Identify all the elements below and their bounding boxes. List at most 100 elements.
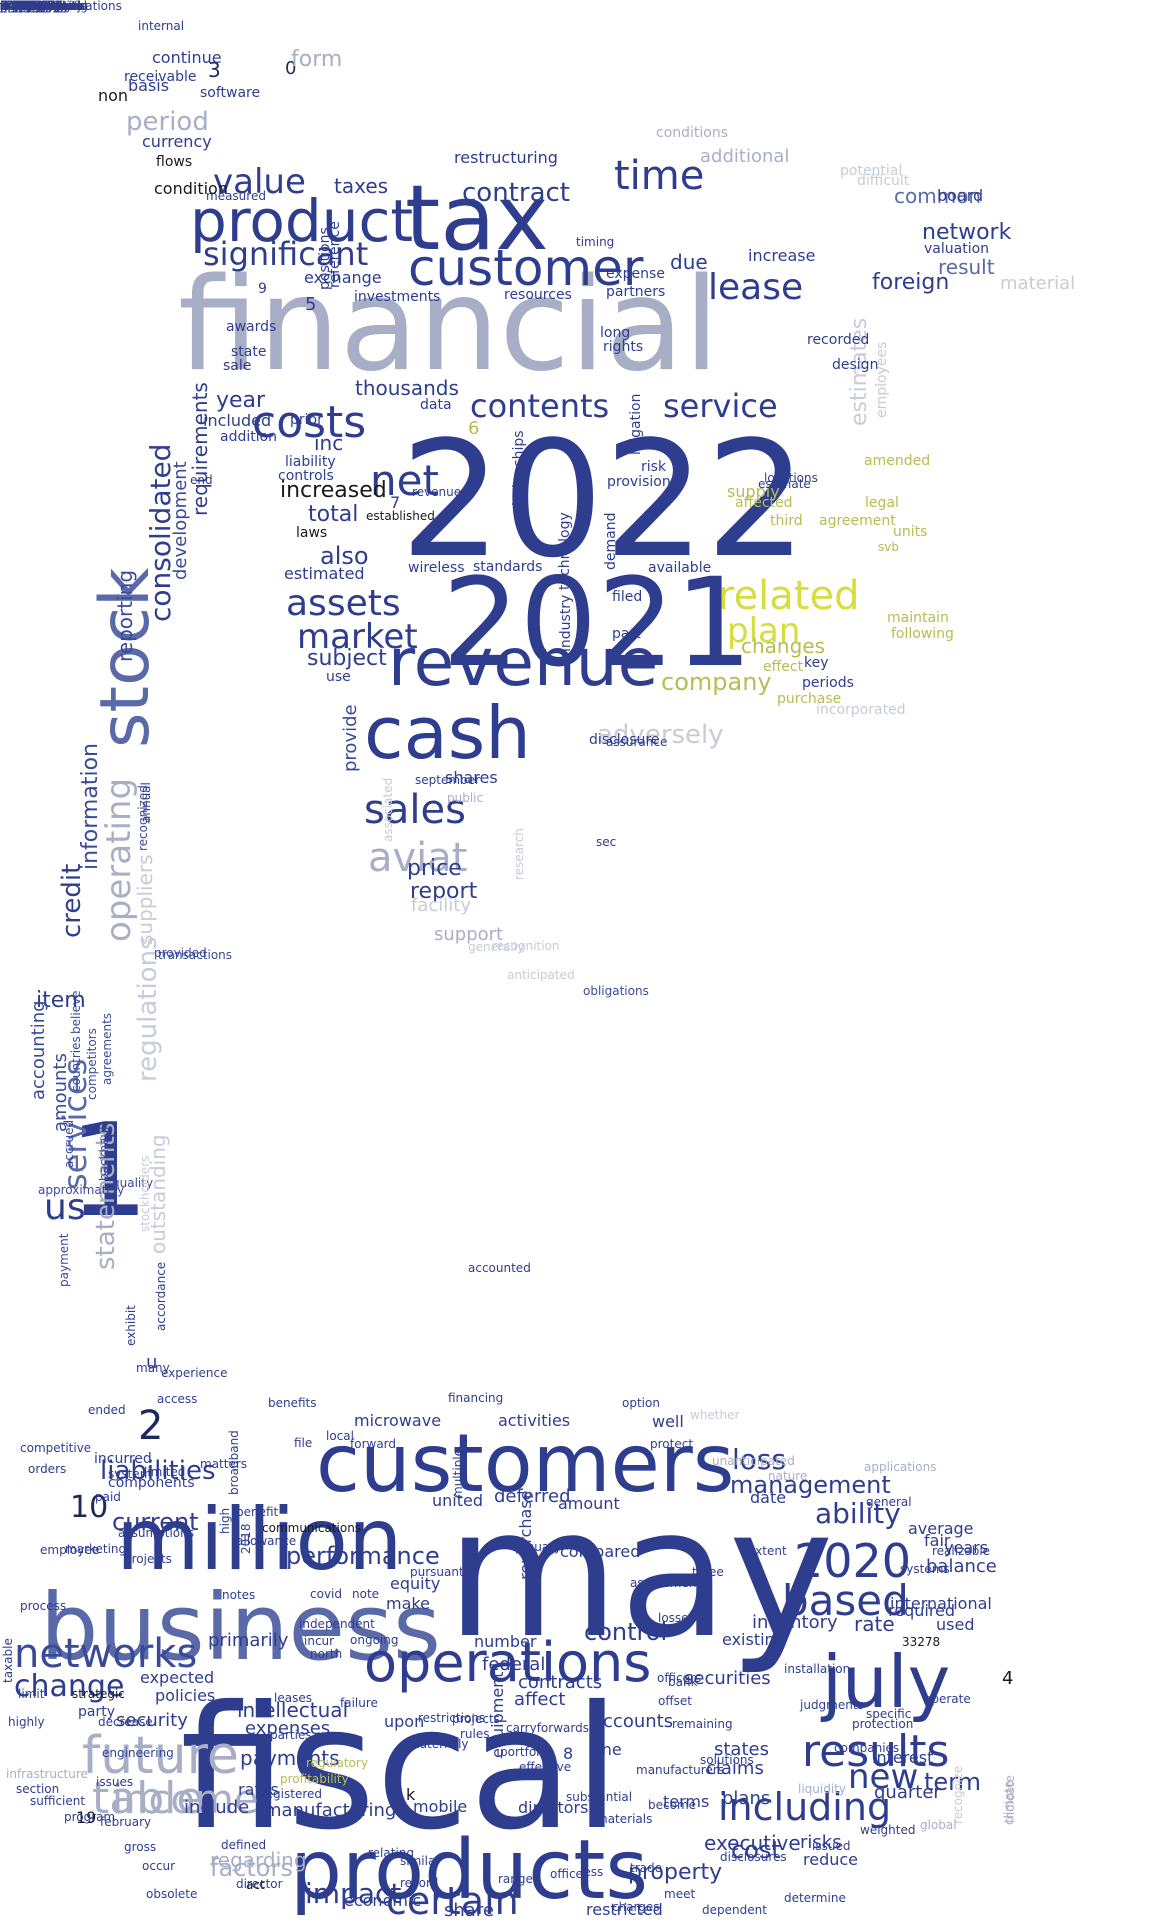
word-basis: basis (128, 76, 170, 95)
word-rights: rights (603, 339, 644, 355)
word-management: management (730, 1471, 891, 1499)
word-reduce: reduce (803, 1850, 859, 1869)
word-transaction: transaction (0, 0, 68, 13)
word-shares: shares (445, 768, 498, 787)
word-significant: significant (203, 235, 369, 273)
word-various: various (0, 0, 44, 13)
word-generally: generally (468, 940, 525, 954)
word-likely: likely (0, 0, 32, 13)
word-paid: paid (95, 1490, 121, 1504)
word-price: price (407, 856, 462, 881)
word-report: report (410, 879, 478, 904)
word-gross: gross (124, 1840, 157, 1854)
word-affected: affected (735, 495, 793, 511)
word-units: units (893, 524, 928, 540)
word-strategic: strategic (72, 1687, 125, 1701)
word-technology: technology (557, 512, 573, 590)
word-pricing: pricing (0, 0, 42, 13)
word-revenue: revenue (388, 624, 659, 701)
word-months: months (0, 0, 46, 13)
word-using: using (0, 0, 33, 13)
word-pandemic: pandemic (0, 0, 60, 13)
word-intellectual: intellectual (237, 1698, 349, 1722)
word-awards: awards (226, 319, 277, 335)
word-taxable: taxable (1, 1638, 15, 1683)
word-indicate: indicate (1003, 1775, 1017, 1823)
word-recognize: recognize (951, 1765, 965, 1824)
word-2020: 2020 (794, 1534, 912, 1588)
word-effectively: effectively (0, 0, 63, 13)
word-nasdaq: nasdaq (0, 0, 44, 13)
word-circumstances: circumstances (0, 0, 87, 13)
word-end: end (190, 473, 213, 487)
word-public: public (447, 791, 484, 805)
word-adversely: adversely (597, 720, 724, 750)
word-maintenance: maintenance (0, 0, 79, 13)
word-america: america (0, 0, 49, 13)
word-nature: nature (768, 1469, 808, 1483)
word-matter: matter (0, 0, 41, 13)
word-flows: flows (156, 154, 193, 170)
word-networks: networks (14, 1631, 198, 1677)
word-lower: lower (0, 0, 33, 13)
word-19: 19 (76, 1808, 97, 1827)
word-quarter: quarter (874, 1782, 941, 1803)
word-compliance: compliance (0, 0, 69, 13)
word-fair: fair (924, 1531, 951, 1550)
word-prices: prices (0, 0, 37, 13)
word-future: future (82, 1726, 239, 1786)
word-opinion: opinion (0, 0, 45, 13)
word-experience: experience (161, 1366, 228, 1380)
word-providers: providers (0, 0, 57, 13)
word-operate: operate (924, 1692, 971, 1706)
word-respect: respect (0, 0, 45, 13)
word-matters: matters (200, 1457, 248, 1471)
word-laws: laws (296, 525, 328, 541)
word-litigation: litigation (628, 393, 644, 455)
word-non: non (98, 86, 129, 105)
word-compete: compete (0, 0, 53, 13)
word-years: years (944, 1538, 989, 1557)
word-additional: additional (700, 146, 790, 167)
word-obligation: obligation (0, 0, 60, 13)
word-stockholders: stockholders (138, 1155, 152, 1232)
word-expenditures: expenditures (0, 0, 79, 13)
word-sales: sales (364, 787, 466, 833)
word-provision: provision (607, 474, 671, 490)
word-employees: employees (874, 341, 890, 418)
word-excess: excess (0, 0, 41, 13)
word-estimated: estimated (284, 564, 365, 583)
word-independent: independent (299, 1617, 375, 1631)
word-portion: portion (0, 0, 43, 13)
word-unanticipated: unanticipated (712, 1454, 795, 1468)
word-september: september (415, 773, 480, 787)
word-exchange: exchange (304, 268, 382, 287)
word-see: see (0, 0, 22, 13)
word-material: material (1000, 273, 1076, 294)
word-critical: critical (0, 0, 41, 13)
word-rate: rate (854, 1612, 895, 1636)
word-activities: activities (498, 1411, 571, 1430)
word-therefore: therefore (0, 0, 56, 13)
word-multiple: multiple (451, 1448, 465, 1498)
word-make: make (386, 1594, 430, 1613)
word-unrecognized: unrecognized (0, 0, 82, 13)
word-party: party (78, 1704, 115, 1720)
word-model: model (0, 0, 38, 13)
word-remaining: remaining (672, 1717, 733, 1731)
word-countries: countries (69, 1036, 83, 1092)
word-environmental: environmental (0, 0, 88, 13)
word-products: products (290, 1823, 649, 1918)
word-lease: lease (708, 267, 804, 308)
word-orders: orders (28, 1462, 67, 1476)
word-assumptions: assumptions (118, 1526, 195, 1540)
word-changes: changes (741, 634, 826, 658)
word-regulatory: regulatory (306, 1756, 369, 1770)
word-sources: sources (0, 0, 47, 13)
word-incorporated: incorporated (816, 702, 906, 718)
word-compared: compared (560, 1542, 641, 1561)
word-effective: effective (519, 1760, 572, 1774)
word-value: value (213, 162, 306, 202)
word-benefit: benefit (236, 1505, 279, 1519)
word-reporting: reporting (113, 569, 137, 662)
